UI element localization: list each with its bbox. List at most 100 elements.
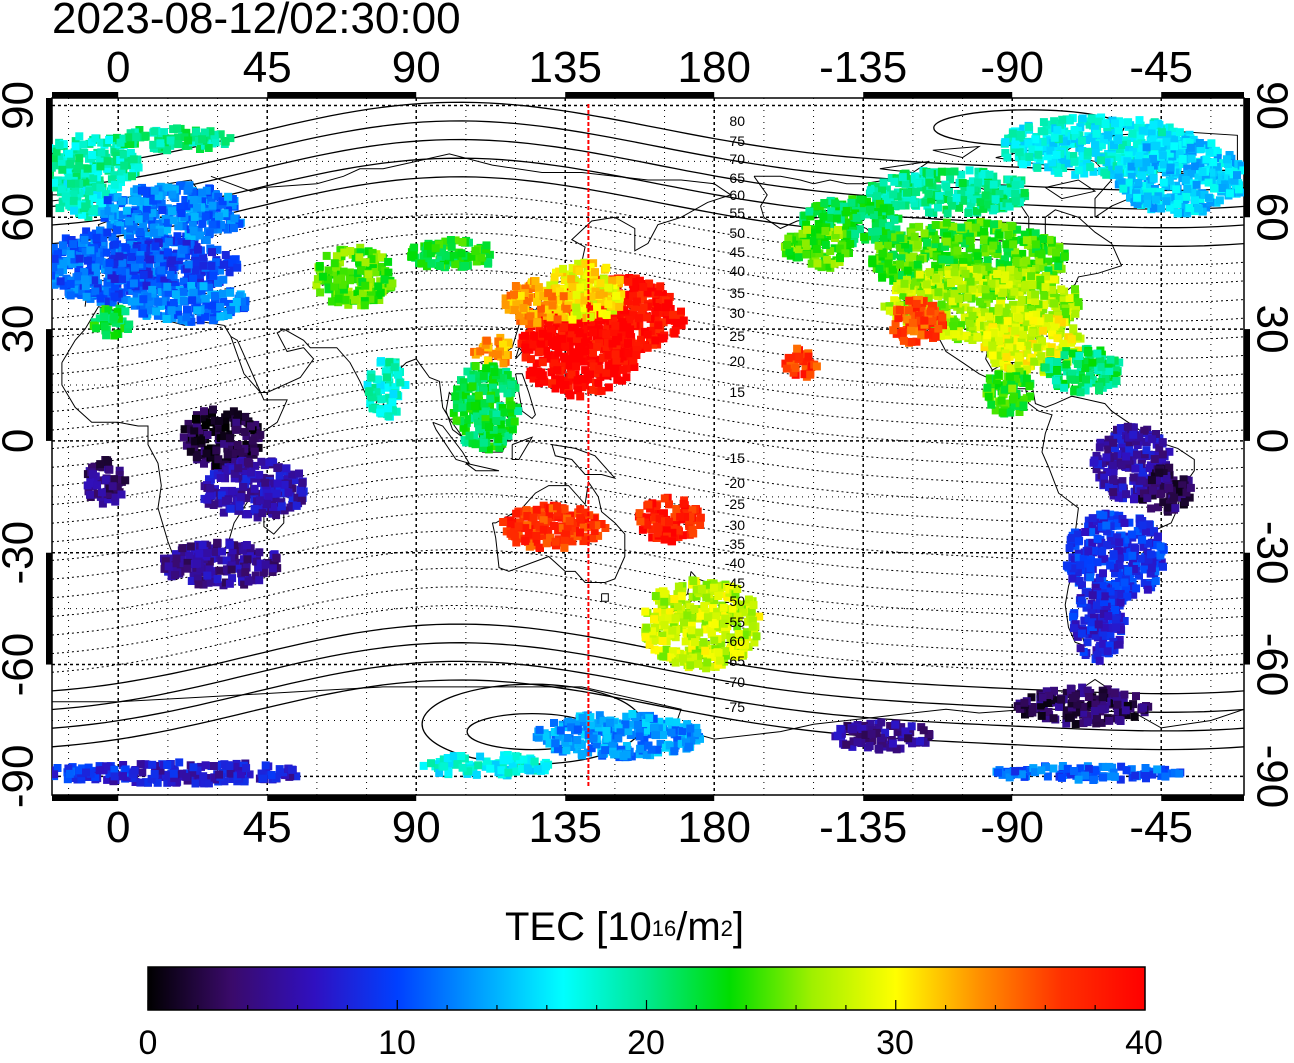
tec-cell [263, 500, 271, 508]
tec-cell [432, 244, 440, 252]
tec-cell [110, 313, 118, 321]
tec-cell [168, 191, 176, 199]
frame-bar-top [863, 92, 1012, 98]
tec-cell [511, 306, 519, 314]
tec-cell [660, 598, 668, 606]
tec-cell [661, 536, 669, 544]
tec-cell [255, 548, 263, 556]
tec-cell [1017, 131, 1025, 139]
tec-cell [1179, 155, 1187, 163]
tec-cell [293, 502, 301, 510]
tec-cell [527, 368, 535, 376]
tec-cell [102, 476, 110, 484]
tec-cell [715, 649, 723, 657]
tec-cell [636, 509, 644, 517]
tec-cell [785, 354, 793, 362]
tec-cell [365, 388, 373, 396]
tec-cell [558, 335, 566, 343]
tec-cell [150, 229, 158, 237]
tec-cell [1235, 185, 1243, 193]
tec-cell [274, 480, 282, 488]
tec-cell [103, 456, 111, 464]
tec-cell [180, 246, 188, 254]
tec-cell [499, 385, 507, 393]
tec-cell [565, 389, 573, 397]
tec-cell [101, 322, 109, 330]
tec-cell [1100, 168, 1108, 176]
tec-cell [151, 187, 159, 195]
tec-cell [150, 128, 158, 136]
tec-cell [222, 497, 230, 505]
tec-cell [59, 241, 67, 249]
tec-cell [424, 242, 432, 250]
tec-cell [1136, 116, 1144, 124]
tec-cell [689, 577, 697, 585]
tec-cell [654, 321, 662, 329]
tec-cell [560, 544, 568, 552]
tec-cell [1119, 185, 1127, 193]
tec-cell [104, 157, 112, 165]
tec-cell [109, 482, 117, 490]
tec-cell [436, 262, 444, 270]
tec-cell [533, 318, 541, 326]
tec-cell [1025, 123, 1033, 131]
tec-cell [966, 166, 974, 174]
tec-cell [598, 387, 606, 395]
tec-cell [96, 460, 104, 468]
tec-cell [180, 288, 188, 296]
tec-cell [230, 224, 238, 232]
tec-cell [686, 661, 694, 669]
tec-cell [110, 475, 118, 483]
tec-cell [624, 349, 632, 357]
tec-cell [1223, 155, 1231, 163]
tec-cell [611, 322, 619, 330]
tec-cell [195, 550, 203, 558]
tec-cell [58, 166, 66, 174]
tec-cell [224, 450, 232, 458]
tec-cell [75, 154, 83, 162]
tec-cell [576, 284, 584, 292]
tec-cell [676, 513, 684, 521]
tec-cell [410, 244, 418, 252]
tec-cell [182, 313, 190, 321]
tec-cell [714, 592, 722, 600]
tec-cell [612, 292, 620, 300]
tec-cell [197, 436, 205, 444]
tec-cell [1102, 120, 1110, 128]
tec-cell [183, 306, 191, 314]
tec-cell [299, 479, 307, 487]
tec-cell [643, 313, 651, 321]
tec-cell [1202, 156, 1210, 164]
tec-cell [76, 255, 84, 263]
tec-cell [967, 186, 975, 194]
tec-cell [265, 493, 273, 501]
tec-cell [243, 541, 251, 549]
tec-cell [576, 329, 584, 337]
tec-cell [507, 381, 515, 389]
tec-cell [146, 256, 154, 264]
tec-cell [550, 522, 558, 530]
tec-cell [792, 364, 800, 372]
tec-cell [679, 654, 687, 662]
tec-cell [636, 517, 644, 525]
tec-cell [269, 564, 277, 572]
tec-cell [467, 374, 475, 382]
tec-cell [192, 266, 200, 274]
tec-cell [239, 483, 247, 491]
tec-cell [170, 216, 178, 224]
tec-cell [96, 184, 104, 192]
tec-cell [164, 184, 172, 192]
tec-cell [1092, 130, 1100, 138]
tec-cell [511, 417, 519, 425]
tec-cell [123, 207, 131, 215]
tec-cell [530, 332, 538, 340]
tec-cell [86, 491, 94, 499]
tec-cell [485, 423, 493, 431]
tec-cell [447, 236, 455, 244]
tec-cell [158, 206, 166, 214]
tec-cell [1142, 158, 1150, 166]
tec-cell [1115, 166, 1123, 174]
tec-cell [622, 373, 630, 381]
tec-cell [612, 350, 620, 358]
